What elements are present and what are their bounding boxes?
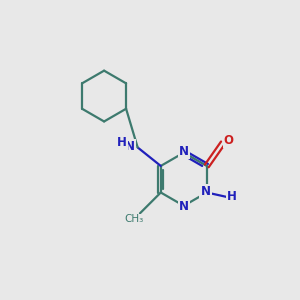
Text: CH₃: CH₃ (124, 214, 144, 224)
Text: N: N (201, 185, 211, 198)
Text: O: O (224, 134, 234, 147)
Text: H: H (227, 190, 237, 203)
Text: N: N (179, 200, 189, 213)
Text: N: N (124, 140, 135, 153)
Text: H: H (117, 136, 126, 149)
Text: N: N (179, 145, 189, 158)
